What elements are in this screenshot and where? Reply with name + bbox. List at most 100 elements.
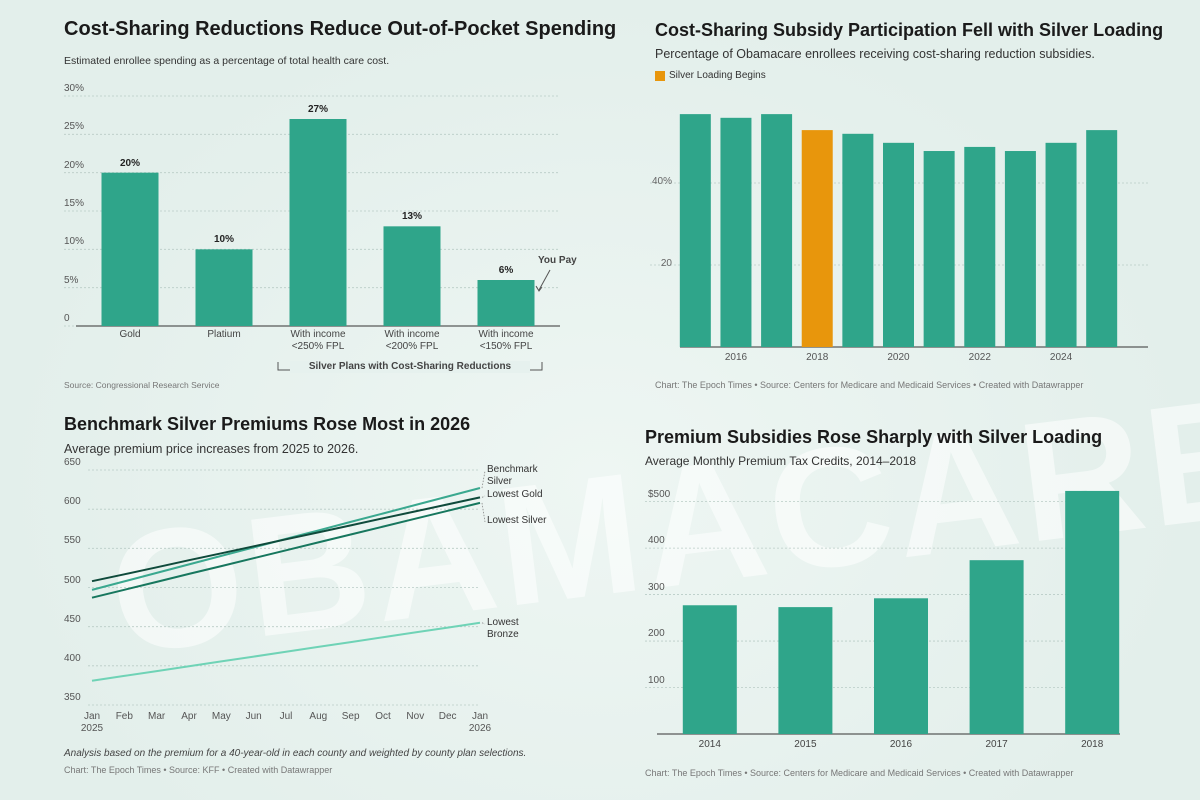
value-label: 20% — [119, 157, 140, 169]
annotation: Silver Plans with Cost-Sharing Reduction… — [290, 361, 530, 373]
x-tick-label: Jul — [279, 711, 293, 722]
line-series — [91, 501, 481, 599]
bar — [289, 119, 347, 326]
chart-source: Chart: The Epoch Times • Source: KFF • C… — [64, 765, 333, 775]
y-tick-label: 600 — [64, 496, 81, 508]
chart-subtitle: Average premium price increases from 202… — [64, 442, 359, 456]
chart-source: Chart: The Epoch Times • Source: Centers… — [645, 768, 1074, 778]
chart-title: Cost-Sharing Reductions Reduce Out-of-Po… — [64, 18, 617, 40]
y-tick-label: 200 — [648, 628, 665, 640]
bar — [874, 598, 928, 734]
chart-title: Premium Subsidies Rose Sharply with Silv… — [645, 427, 1103, 447]
x-tick-label: 2024 — [1049, 352, 1073, 363]
y-tick-label: 300 — [648, 581, 665, 593]
bar — [679, 114, 711, 348]
bar — [883, 142, 914, 347]
label-connector — [481, 495, 486, 498]
x-tick-label: 2018 — [806, 352, 829, 363]
x-tick-label: Dec — [438, 711, 457, 722]
x-tick-label: 2022 — [968, 352, 991, 363]
bar — [1045, 142, 1077, 347]
line-series — [91, 496, 481, 583]
y-tick-label: 20 — [660, 258, 672, 269]
x-tick-label: Aug — [309, 711, 328, 722]
legend-label: Silver Loading Begins — [669, 70, 766, 81]
series-label: Lowest Silver — [487, 515, 547, 526]
y-tick-label: 40% — [651, 176, 672, 187]
x-tick-label: 2020 — [887, 352, 910, 363]
bar — [1086, 130, 1118, 347]
annotation: You Pay — [538, 255, 577, 266]
chart-title: Benchmark Silver Premiums Rose Most in 2… — [64, 414, 471, 434]
x-tick-label: 2014 — [698, 739, 721, 750]
y-tick-label: 400 — [648, 535, 665, 547]
x-tick-label: 2018 — [1081, 739, 1104, 750]
y-tick-label: 450 — [64, 613, 81, 625]
bar — [720, 117, 752, 347]
value-label: 10% — [213, 234, 234, 246]
y-tick-label: 5% — [64, 274, 79, 286]
series-label: Lowest Gold — [487, 489, 543, 500]
chart-subtitle: Percentage of Obamacare enrollees receiv… — [655, 47, 1095, 61]
legend-swatch — [655, 71, 665, 81]
annotation-arrow — [538, 269, 551, 291]
y-tick-label: 20% — [64, 159, 85, 171]
x-tick-label: Feb — [115, 711, 133, 722]
bar — [761, 114, 793, 348]
label-connector — [481, 502, 486, 523]
x-tick-label: 2016 — [724, 352, 748, 363]
y-tick-label: 10% — [64, 236, 85, 248]
x-tick-label: 2016 — [889, 739, 913, 750]
y-tick-label: 30% — [64, 83, 85, 94]
chart-title: Cost-Sharing Subsidy Participation Fell … — [655, 20, 1164, 40]
x-tick-label: 2015 — [794, 739, 817, 750]
y-tick-label: 15% — [64, 198, 85, 209]
label-connector — [481, 622, 486, 625]
annotation-arrowhead — [535, 285, 543, 292]
line-series — [91, 621, 481, 682]
x-tick-label: 2017 — [985, 739, 1008, 750]
value-label: 6% — [498, 265, 514, 276]
bar — [923, 151, 955, 347]
chart-source: Source: Congressional Research Service — [64, 380, 220, 390]
y-tick-label: 650 — [64, 457, 81, 468]
x-tick-label: Oct — [375, 711, 391, 722]
x-tick-label: Jan 2026 — [468, 711, 492, 734]
bar — [778, 607, 833, 734]
bar — [842, 133, 874, 347]
bar — [964, 146, 996, 347]
series-label: Benchmark Silver — [487, 464, 538, 487]
x-tick-label: Gold — [119, 329, 141, 340]
y-tick-label: 500 — [64, 574, 81, 586]
x-tick-label: Jan 2025 — [80, 711, 104, 734]
y-tick-label: 0 — [64, 313, 70, 324]
bar — [477, 280, 535, 326]
bar — [1065, 490, 1120, 734]
y-tick-label: 550 — [64, 535, 81, 547]
x-tick-label: With income <250% FPL — [290, 329, 346, 352]
x-tick-label: Sep — [341, 711, 360, 722]
y-tick-label: $500 — [648, 488, 671, 500]
x-tick-label: May — [211, 711, 231, 722]
x-tick-label: With income <150% FPL — [478, 329, 534, 352]
y-tick-label: 350 — [64, 692, 81, 703]
bar — [101, 172, 159, 326]
x-tick-label: Mar — [148, 711, 166, 722]
x-tick-label: Platium — [207, 329, 241, 340]
x-tick-label: Nov — [406, 711, 425, 722]
bar — [801, 130, 833, 347]
y-tick-label: 400 — [64, 652, 81, 664]
chart-source: Chart: The Epoch Times • Source: Centers… — [655, 380, 1084, 390]
label-connector — [481, 470, 486, 489]
y-tick-label: 100 — [648, 674, 665, 686]
bar — [195, 249, 253, 326]
x-tick-label: Apr — [181, 711, 197, 722]
chart-subtitle: Estimated enrollee spending as a percent… — [64, 55, 390, 67]
x-tick-label: With income <200% FPL — [384, 329, 440, 352]
bar — [682, 605, 737, 734]
bar — [1004, 151, 1036, 347]
bar — [383, 226, 441, 326]
bar — [969, 560, 1024, 734]
value-label: 27% — [307, 104, 328, 115]
